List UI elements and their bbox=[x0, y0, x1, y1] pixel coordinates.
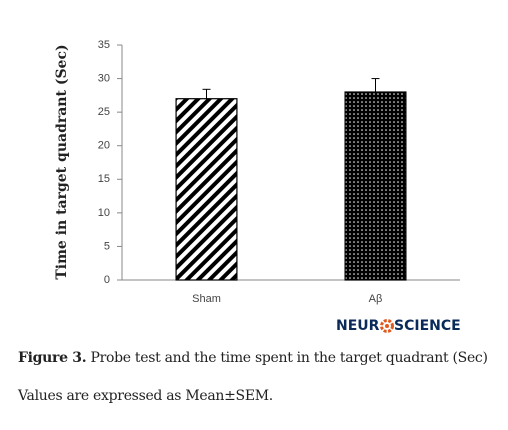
y-tick-label: 25 bbox=[98, 106, 110, 118]
y-tick-label: 5 bbox=[104, 240, 110, 252]
logo-left: NEUR bbox=[336, 318, 380, 334]
x-tick-label: Aβ bbox=[369, 293, 383, 305]
caption-note: Values are expressed as Mean±SEM. bbox=[18, 388, 273, 404]
logo: NEUR SCIENCE bbox=[336, 318, 461, 334]
logo-right: SCIENCE bbox=[394, 318, 461, 334]
y-tick-label: 30 bbox=[98, 72, 110, 84]
y-tick-label: 20 bbox=[98, 140, 110, 152]
x-tick-label: Sham bbox=[192, 293, 221, 305]
caption-label: Figure 3. bbox=[18, 350, 87, 366]
bar bbox=[344, 91, 407, 281]
caption: Figure 3. Probe test and the time spent … bbox=[18, 350, 488, 366]
y-axis-label: Time in target quadrant (Sec) bbox=[54, 44, 70, 279]
y-tick-label: 0 bbox=[104, 274, 110, 286]
y-tick-label: 10 bbox=[98, 207, 110, 219]
y-tick-label: 35 bbox=[98, 39, 110, 51]
caption-text: Probe test and the time spent in the tar… bbox=[86, 350, 488, 366]
logo-icon bbox=[380, 319, 394, 333]
chart: Time in target quadrant (Sec) NEUR SCIEN… bbox=[54, 39, 461, 334]
bar bbox=[175, 98, 238, 281]
y-tick-label: 15 bbox=[98, 173, 110, 185]
